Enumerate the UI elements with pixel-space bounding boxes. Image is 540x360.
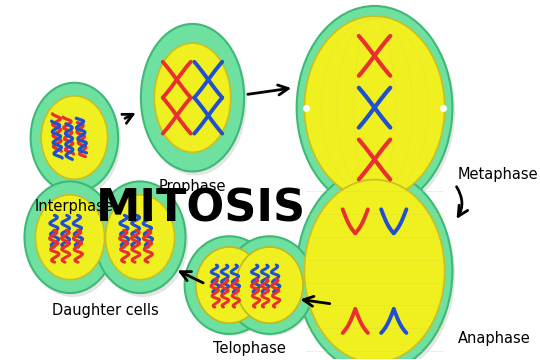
Ellipse shape	[225, 236, 314, 334]
Text: Anaphase: Anaphase	[458, 331, 530, 346]
Ellipse shape	[236, 247, 303, 323]
Text: Telophase: Telophase	[213, 341, 286, 356]
Text: Metaphase: Metaphase	[458, 167, 538, 183]
Ellipse shape	[154, 43, 231, 152]
Ellipse shape	[97, 185, 188, 297]
Ellipse shape	[305, 180, 444, 360]
Ellipse shape	[185, 236, 274, 334]
Ellipse shape	[230, 242, 315, 336]
Ellipse shape	[299, 174, 455, 360]
Text: MITOSIS: MITOSIS	[96, 188, 306, 231]
Text: Prophase: Prophase	[159, 179, 226, 194]
Text: Interphase: Interphase	[35, 199, 114, 214]
Ellipse shape	[27, 185, 118, 297]
Ellipse shape	[105, 195, 174, 280]
Ellipse shape	[94, 181, 186, 293]
Ellipse shape	[41, 96, 107, 179]
Ellipse shape	[189, 242, 275, 336]
Ellipse shape	[31, 83, 118, 192]
Ellipse shape	[36, 195, 105, 280]
Ellipse shape	[296, 170, 453, 360]
Ellipse shape	[33, 87, 121, 196]
Ellipse shape	[296, 6, 453, 209]
Ellipse shape	[141, 24, 244, 171]
Ellipse shape	[144, 28, 247, 175]
Ellipse shape	[299, 10, 455, 213]
Ellipse shape	[305, 16, 444, 199]
Text: Daughter cells: Daughter cells	[52, 303, 158, 318]
Ellipse shape	[24, 181, 116, 293]
Ellipse shape	[196, 247, 263, 323]
